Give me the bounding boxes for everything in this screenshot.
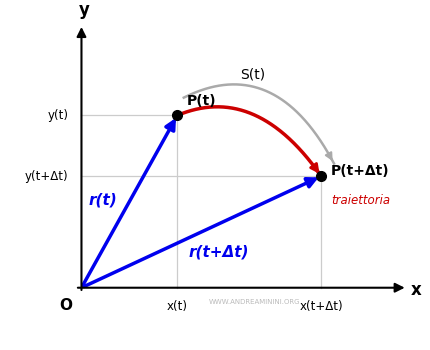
Text: x(t+Δt): x(t+Δt) <box>299 300 343 313</box>
Text: y: y <box>79 1 90 19</box>
Text: y(t+Δt): y(t+Δt) <box>25 170 69 183</box>
Text: WWW.ANDREAMININI.ORG: WWW.ANDREAMININI.ORG <box>209 299 300 305</box>
Text: r(t): r(t) <box>88 193 117 208</box>
Text: x(t): x(t) <box>167 300 188 313</box>
Text: P(t+Δt): P(t+Δt) <box>331 164 390 178</box>
Text: r(t+Δt): r(t+Δt) <box>189 245 249 260</box>
Text: S(t): S(t) <box>240 68 266 82</box>
Text: x: x <box>411 281 421 299</box>
Text: traiettoria: traiettoria <box>331 194 390 207</box>
Text: O: O <box>59 298 72 313</box>
Text: y(t): y(t) <box>48 109 69 122</box>
Text: P(t): P(t) <box>187 94 217 108</box>
